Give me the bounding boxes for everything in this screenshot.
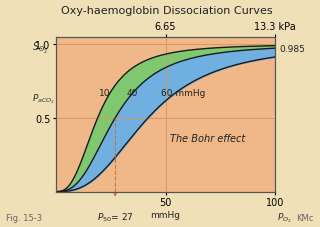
Text: mmHg: mmHg: [151, 210, 180, 219]
Text: $P_{50}$= 27: $P_{50}$= 27: [97, 210, 133, 223]
Text: $S_{O_2}$: $S_{O_2}$: [32, 41, 48, 56]
Text: KMc: KMc: [296, 214, 314, 222]
Text: Oxy-haemoglobin Dissociation Curves: Oxy-haemoglobin Dissociation Curves: [60, 6, 272, 16]
Text: The Bohr effect: The Bohr effect: [170, 134, 245, 144]
Text: 0.985: 0.985: [280, 44, 306, 53]
Text: $P_{O_2}$: $P_{O_2}$: [277, 210, 292, 224]
Text: 40: 40: [127, 89, 139, 98]
Text: 10: 10: [99, 89, 110, 98]
Text: Fig. 15-3: Fig. 15-3: [6, 214, 43, 222]
Text: $P_{aCO_2}$: $P_{aCO_2}$: [32, 92, 55, 106]
Text: 60 mmHg: 60 mmHg: [161, 89, 205, 98]
